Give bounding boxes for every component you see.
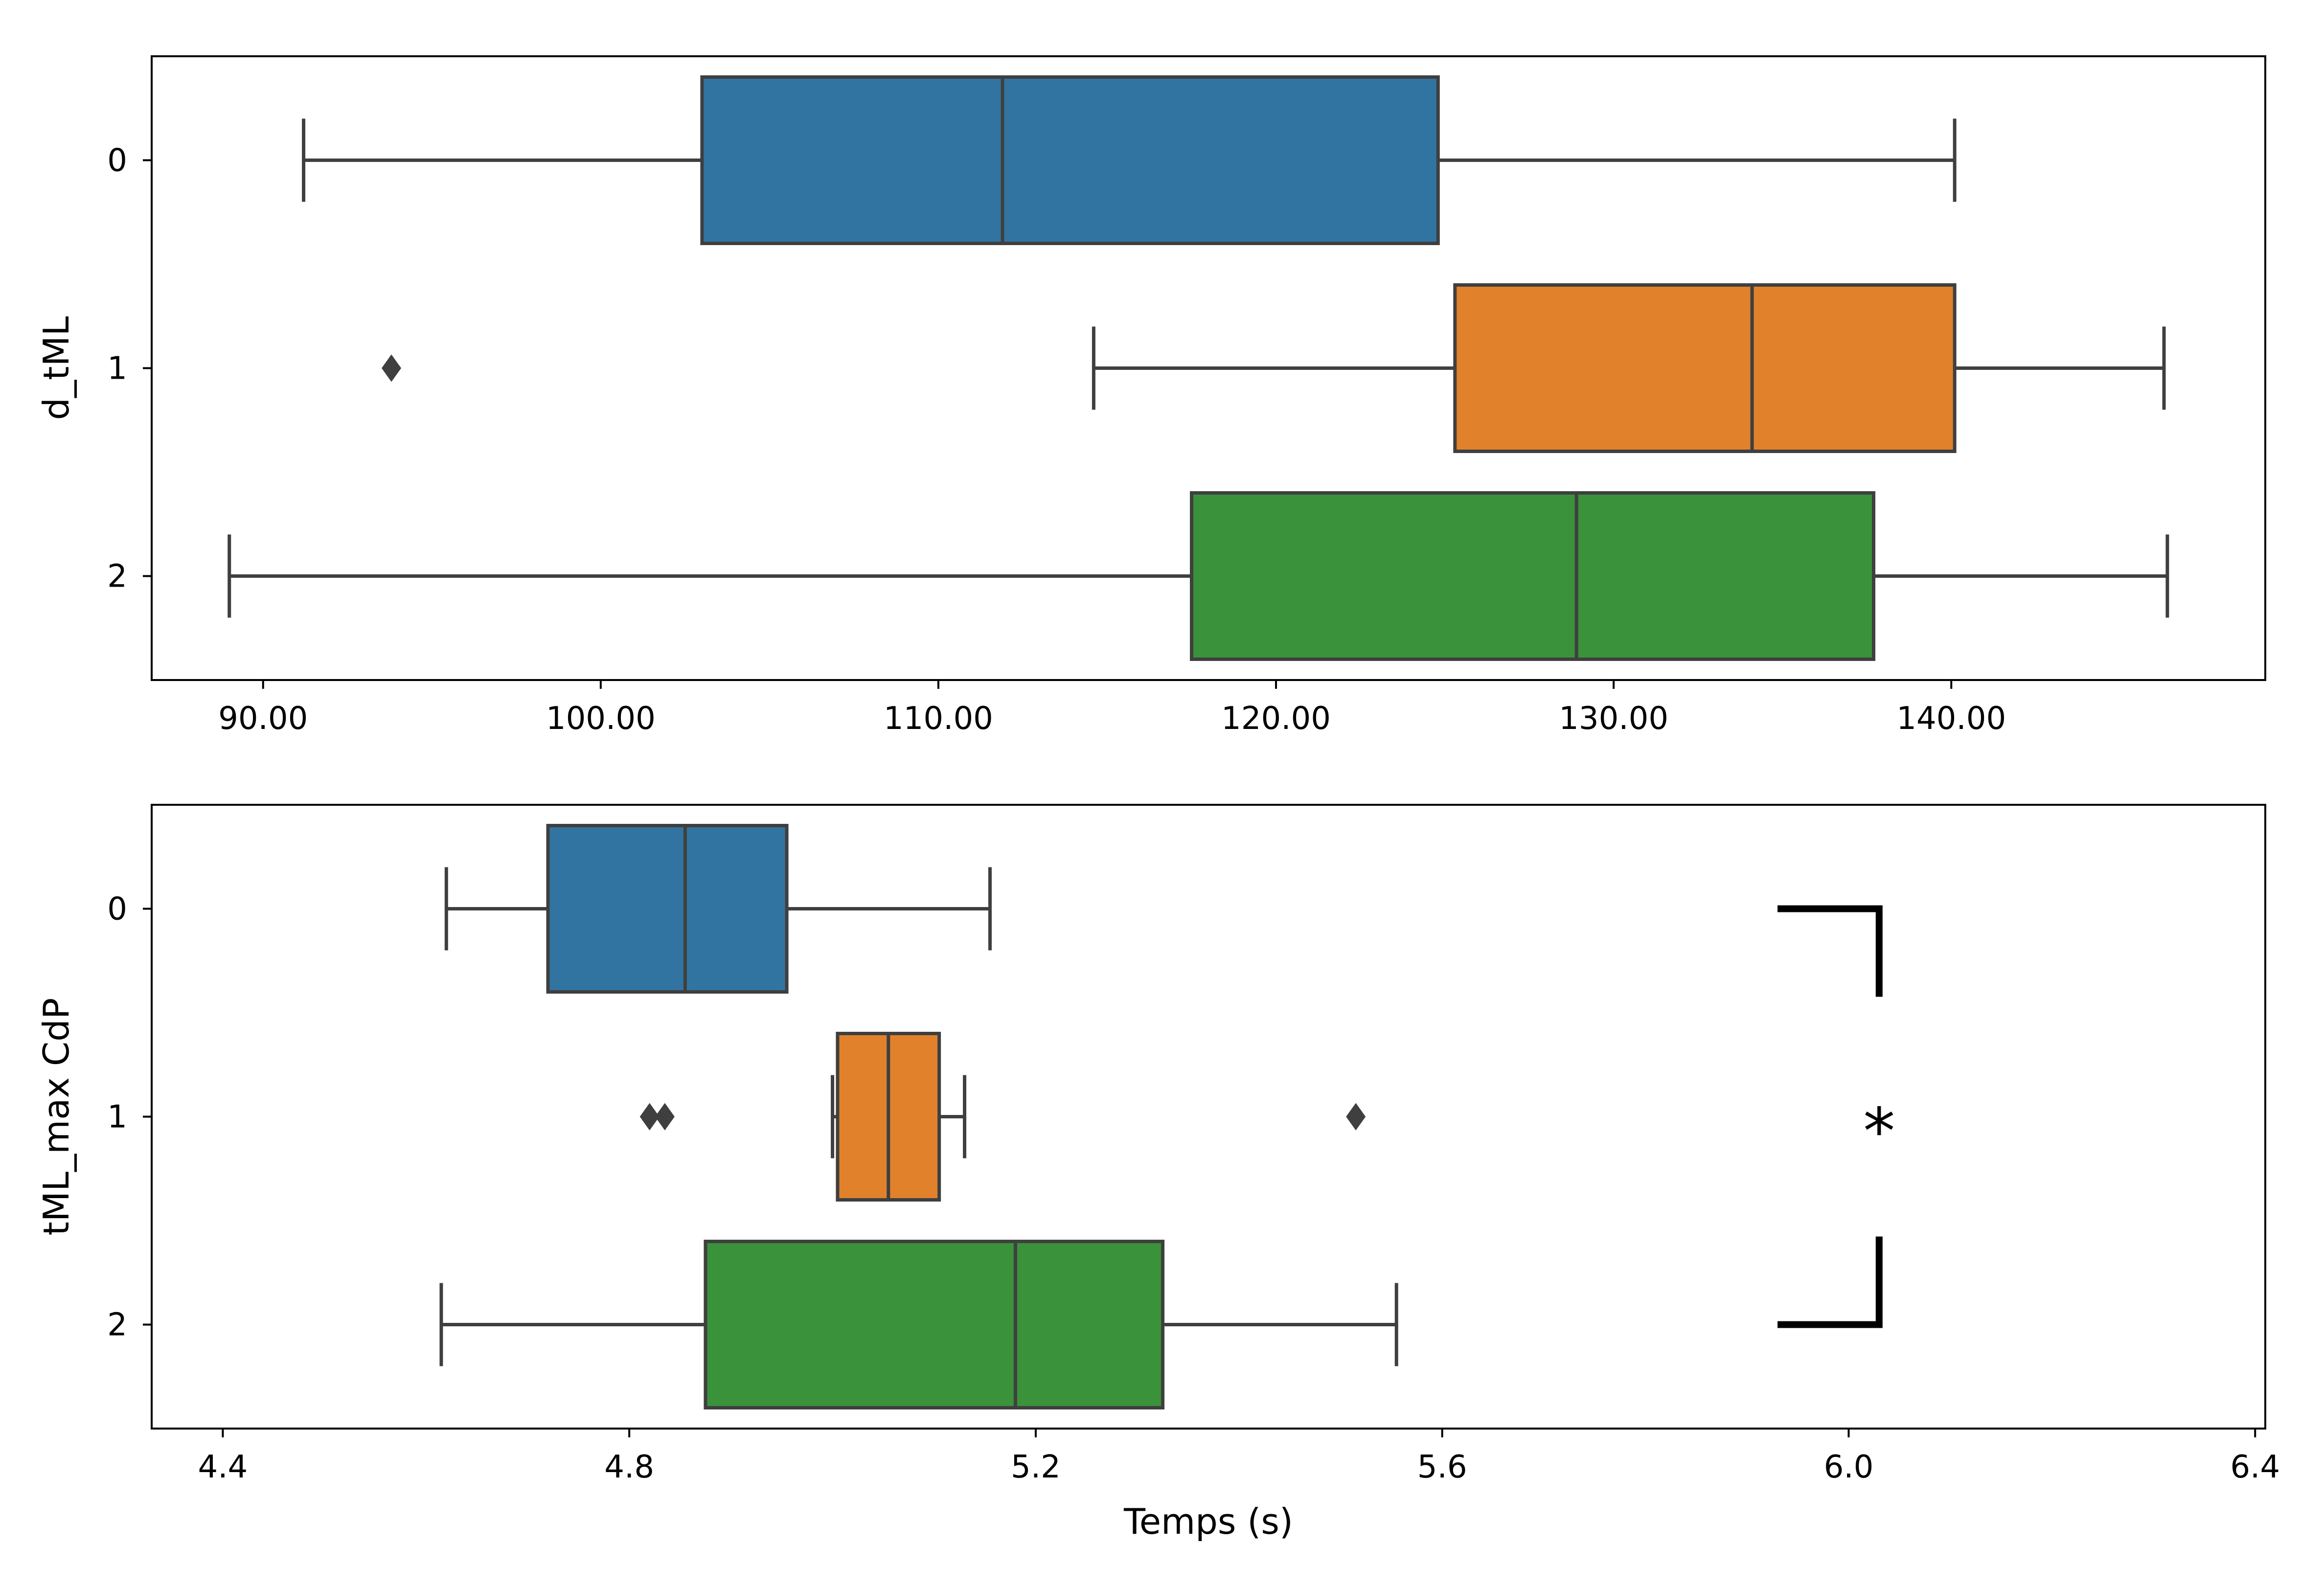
x-axis-label: Temps (s) [1123, 1501, 1293, 1542]
y-axis-label: tML_max CdP [36, 998, 77, 1236]
y-tick-label: 0 [107, 143, 127, 179]
x-tick-label: 120.00 [1221, 701, 1331, 737]
x-tick-label: 90.00 [218, 701, 308, 737]
significance-star: * [1863, 1094, 1895, 1169]
box-cat-2 [1189, 491, 1875, 661]
y-tick-label: 2 [107, 1307, 127, 1343]
y-tick-label: 1 [107, 1099, 127, 1136]
x-tick-label: 5.6 [1417, 1449, 1467, 1485]
x-tick-label: 110.00 [884, 701, 993, 737]
box-cat-0 [700, 75, 1440, 245]
x-tick-label: 100.00 [546, 701, 656, 737]
x-tick-label: 5.2 [1011, 1449, 1061, 1485]
y-tick-label: 0 [107, 891, 127, 928]
x-tick-label: 4.8 [604, 1449, 654, 1485]
x-tick-label: 6.4 [2230, 1449, 2280, 1485]
outlier-point [381, 354, 401, 382]
significance-bracket-top [1777, 905, 1883, 997]
box-cat-2 [704, 1240, 1165, 1409]
chart-top-d-tml: 90.00 100.00 110.00 120.00 130.00 140.00 0 1 2 d_… [36, 55, 2266, 737]
box-cat-0 [546, 824, 789, 994]
x-tick-label: 140.00 [1896, 701, 2006, 737]
outlier-point [639, 1103, 660, 1131]
x-tick-label: 6.0 [1824, 1449, 1874, 1485]
outlier-point [655, 1103, 675, 1131]
y-axis-label: d_tML [36, 316, 77, 420]
x-tick-label: 130.00 [1559, 701, 1668, 737]
plot-frame [151, 804, 2266, 1430]
outlier-point [1346, 1103, 1366, 1131]
significance-bracket-bottom [1777, 1236, 1883, 1328]
y-tick-label: 2 [107, 559, 127, 595]
y-tick-label: 1 [107, 351, 127, 387]
chart-bottom-tml-max-cdp: 4.4 4.8 5.2 5.6 6.0 6.4 0 1 2 tML_max CdP Temps (s… [36, 804, 2280, 1542]
x-tick-label: 4.4 [198, 1449, 248, 1485]
box-cat-1 [1453, 283, 1957, 453]
